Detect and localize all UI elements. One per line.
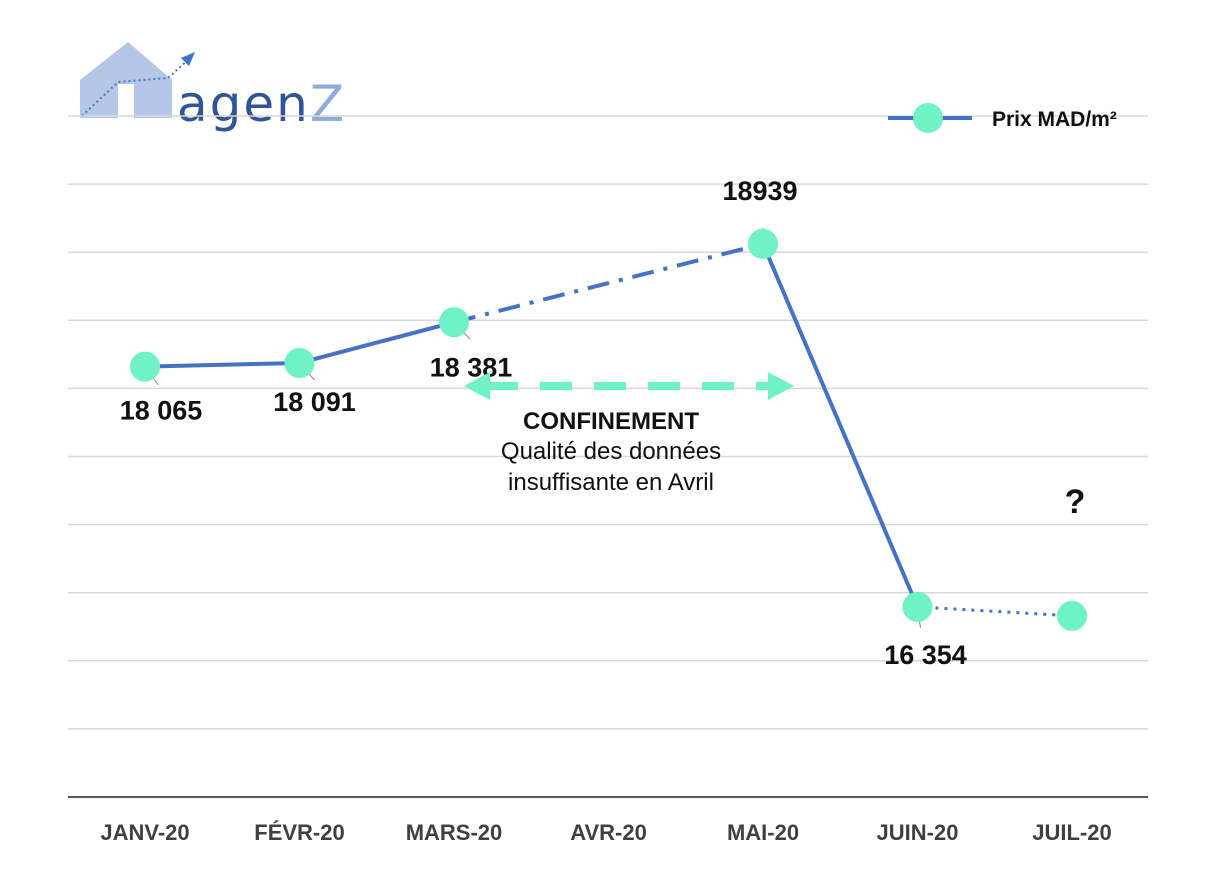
x-tick-label: JUIN-20	[877, 820, 959, 845]
data-point-marker	[284, 347, 315, 378]
logo-text: agen	[177, 75, 310, 133]
series-markers	[130, 228, 1087, 631]
data-label: 18939	[722, 176, 797, 206]
confinement-arrow	[464, 372, 794, 400]
x-tick-label: AVR-20	[570, 820, 647, 845]
data-label: 16 354	[884, 640, 967, 670]
legend-label: Prix MAD/m²	[992, 108, 1117, 131]
logo-house-icon	[80, 42, 172, 118]
arrow-right-head-icon	[768, 372, 794, 400]
arrow-left-head-icon	[464, 372, 490, 400]
logo-text-accent: Z	[310, 75, 346, 133]
annotation-title: CONFINEMENT	[523, 408, 699, 435]
x-tick-label: JUIL-20	[1032, 820, 1111, 845]
x-tick-label: FÉVR-20	[254, 820, 344, 845]
data-point-marker	[1057, 600, 1087, 631]
data-point-marker	[130, 351, 160, 382]
legend: Prix MAD/m²	[888, 103, 1117, 133]
logo-arrow-icon	[181, 52, 195, 66]
data-point-marker	[439, 307, 469, 338]
x-tick-label: MAI-20	[727, 820, 799, 845]
x-tick-labels: JANV-20 FÉVR-20 MARS-20 AVR-20 MAI-20 JUIN-20…	[100, 820, 1111, 845]
data-label: 18 091	[273, 387, 356, 417]
series-line-segment	[761, 243, 920, 608]
series-line-segment	[453, 241, 764, 325]
legend-marker	[913, 103, 943, 133]
data-labels: 18 065 18 091 18 381 18939 16 354	[120, 176, 967, 670]
data-label: 18 381	[430, 352, 513, 382]
agenz-logo: agenZ	[80, 42, 346, 133]
annotation-body: Qualité des données insuffisante en Avri…	[500, 438, 722, 496]
x-tick-label: JANV-20	[100, 820, 189, 845]
confinement-annotation: CONFINEMENT Qualité des données insuffis…	[500, 408, 722, 498]
question-mark: ?	[1065, 483, 1086, 521]
svg-text:agenZ: agenZ	[177, 75, 346, 133]
series-line-segment	[917, 605, 1073, 618]
data-label: 18 065	[120, 396, 203, 426]
data-point-marker	[748, 228, 778, 259]
x-tick-label: MARS-20	[406, 820, 503, 845]
data-point-marker	[902, 591, 933, 622]
